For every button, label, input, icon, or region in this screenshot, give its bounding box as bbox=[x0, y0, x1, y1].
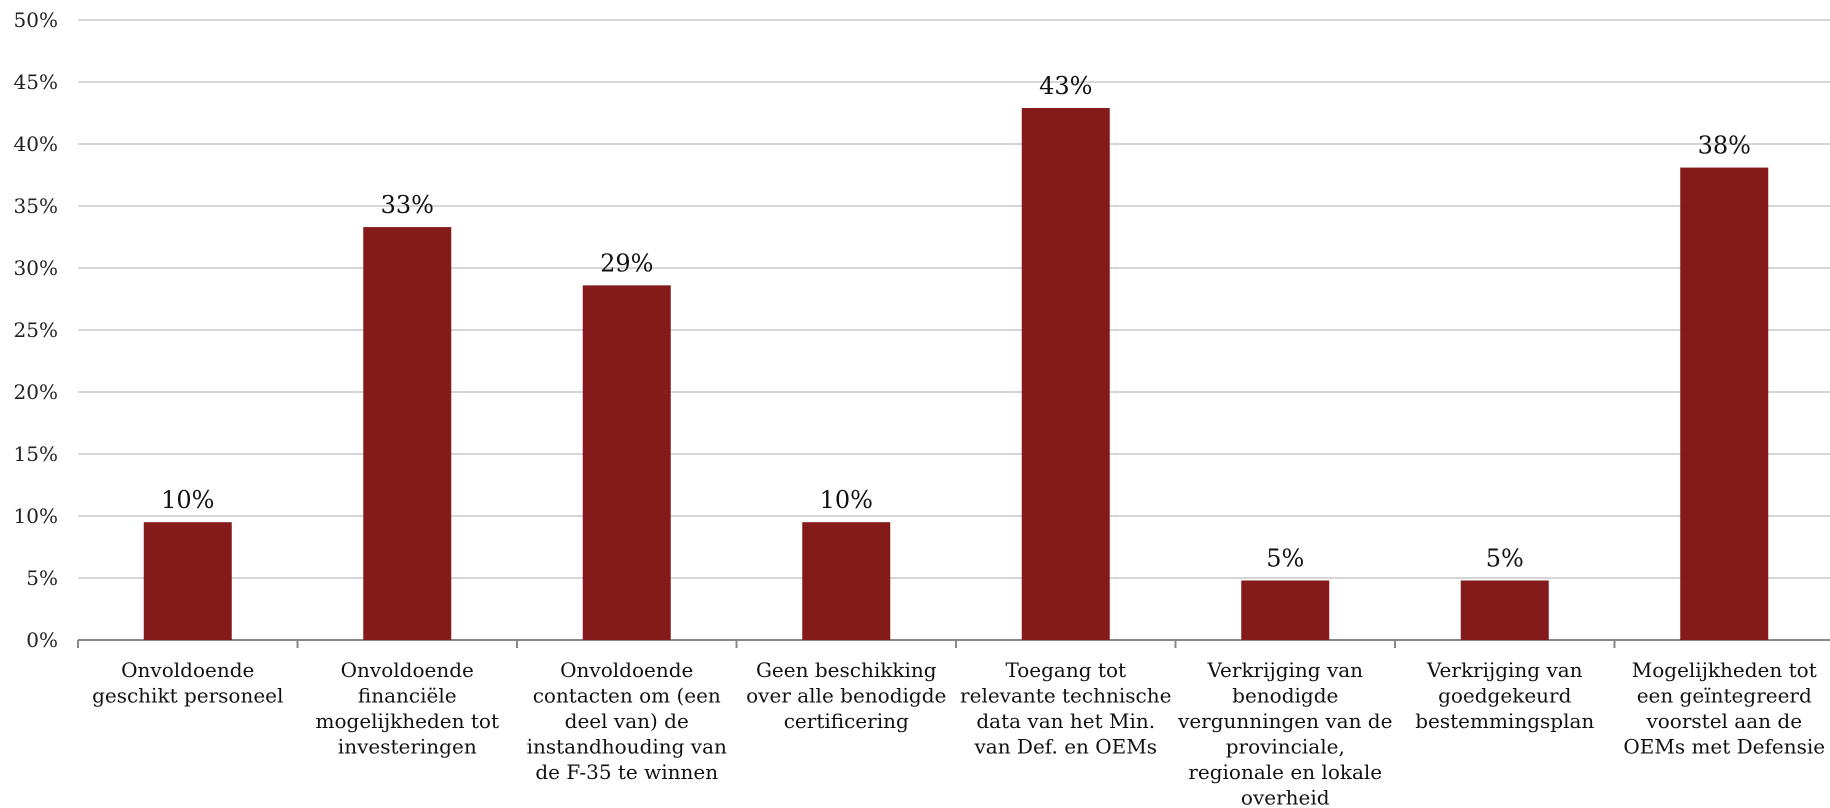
data-labels: 10% 33% 29% 10% 43% 5% 5% 38% bbox=[161, 72, 1751, 572]
y-tick-label: 20% bbox=[14, 380, 58, 404]
category-label-line: contacten om (een bbox=[533, 684, 721, 708]
y-tick-label: 25% bbox=[14, 318, 58, 342]
category-label: Onvoldoende financiële mogelijkheden tot in… bbox=[316, 658, 499, 759]
category-label-line: regionale en lokale bbox=[1188, 760, 1382, 784]
category-label-line: goedgekeurd bbox=[1438, 684, 1572, 708]
y-tick-label: 10% bbox=[14, 504, 58, 528]
category-label: Mogelijkheden tot een geïntegreerd voorste… bbox=[1623, 658, 1825, 759]
category-label-line: certificering bbox=[784, 709, 909, 733]
category-label: Verkrijging van goedgekeurd bestemmingspla… bbox=[1415, 658, 1594, 733]
category-label-line: geschikt personeel bbox=[92, 684, 283, 708]
y-tick-label: 40% bbox=[14, 132, 58, 156]
category-label: Verkrijging van benodigde vergunningen van… bbox=[1177, 658, 1392, 808]
category-label-line: Geen beschikking bbox=[756, 658, 937, 682]
category-label: Onvoldoende contacten om (een deel van) de… bbox=[527, 658, 727, 784]
y-tick-label: 35% bbox=[14, 194, 58, 218]
y-tick-label: 5% bbox=[26, 566, 58, 590]
data-label: 10% bbox=[820, 486, 873, 514]
category-label-line: mogelijkheden tot bbox=[316, 709, 499, 733]
category-label-line: Toegang tot bbox=[1005, 658, 1126, 682]
x-axis-category-labels: Onvoldoende geschikt personeelOnvoldoende… bbox=[92, 658, 1825, 808]
data-label: 5% bbox=[1486, 544, 1524, 572]
category-label-line: investeringen bbox=[338, 735, 477, 759]
bar bbox=[582, 285, 671, 640]
category-label-line: bestemmingsplan bbox=[1415, 709, 1594, 733]
y-tick-label: 45% bbox=[14, 70, 58, 94]
category-label-line: een geïntegreerd bbox=[1637, 684, 1812, 708]
bar bbox=[1680, 167, 1769, 640]
category-label-line: Onvoldoende bbox=[121, 658, 254, 682]
category-label-line: relevante technische bbox=[960, 684, 1171, 708]
bar bbox=[1460, 580, 1549, 640]
category-label-line: overheid bbox=[1241, 786, 1330, 808]
bar bbox=[143, 522, 232, 640]
category-label-line: Verkrijging van bbox=[1426, 658, 1583, 682]
category-label-line: vergunningen van de bbox=[1177, 709, 1392, 733]
category-label-line: van Def. en OEMs bbox=[973, 735, 1157, 759]
data-label: 33% bbox=[381, 191, 434, 219]
category-label: Onvoldoende geschikt personeel bbox=[92, 658, 283, 708]
category-label: Geen beschikking over alle benodigde certi… bbox=[746, 658, 946, 733]
y-tick-label: 30% bbox=[14, 256, 58, 280]
category-label-line: Onvoldoende bbox=[560, 658, 693, 682]
bars bbox=[143, 108, 1769, 641]
category-label-line: financiële bbox=[358, 684, 457, 708]
data-label: 38% bbox=[1698, 132, 1751, 160]
category-label-line: Mogelijkheden tot bbox=[1632, 658, 1817, 682]
data-label: 5% bbox=[1266, 544, 1304, 572]
bar bbox=[1241, 580, 1330, 640]
category-label-line: over alle benodigde bbox=[746, 684, 946, 708]
x-axis bbox=[77, 639, 1830, 648]
data-label: 43% bbox=[1039, 72, 1092, 100]
category-label-line: deel van) de bbox=[565, 709, 689, 733]
bar bbox=[802, 522, 891, 640]
bar bbox=[1021, 108, 1110, 641]
category-label-line: OEMs met Defensie bbox=[1623, 735, 1825, 759]
category-label-line: Onvoldoende bbox=[341, 658, 474, 682]
gridlines bbox=[78, 19, 1830, 579]
y-tick-label: 15% bbox=[14, 442, 58, 466]
category-label-line: benodigde bbox=[1232, 684, 1338, 708]
y-axis-tick-labels: 0% 5% 10% 15% 20% 25% 30% 35% 40% 45% 50% bbox=[14, 8, 58, 652]
category-label-line: data van het Min. bbox=[976, 709, 1155, 733]
data-label: 29% bbox=[600, 249, 653, 277]
category-label: Toegang tot relevante technische data van … bbox=[960, 658, 1171, 759]
y-tick-label: 50% bbox=[14, 8, 58, 32]
category-label-line: Verkrijging van bbox=[1206, 658, 1363, 682]
y-tick-label: 0% bbox=[26, 628, 58, 652]
bar bbox=[363, 227, 452, 640]
category-label-line: instandhouding van bbox=[527, 735, 727, 759]
category-label-line: de F-35 te winnen bbox=[535, 760, 718, 784]
data-label: 10% bbox=[161, 486, 214, 514]
category-label-line: provinciale, bbox=[1226, 735, 1345, 759]
category-label-line: voorstel aan de bbox=[1645, 709, 1802, 733]
